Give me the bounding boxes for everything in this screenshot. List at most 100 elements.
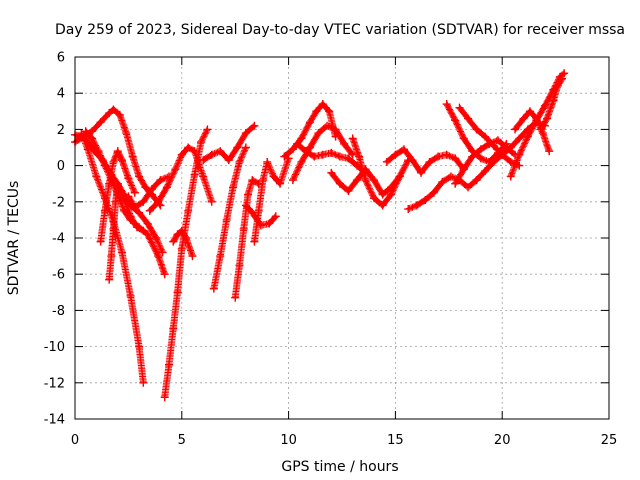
y-tick-label: 0 bbox=[57, 159, 65, 174]
data-point bbox=[506, 143, 515, 152]
data-point bbox=[340, 139, 349, 148]
data-point bbox=[549, 96, 558, 105]
data-point bbox=[314, 129, 323, 138]
data-point bbox=[117, 156, 126, 165]
data-point bbox=[105, 179, 114, 188]
data-point bbox=[184, 206, 193, 215]
data-point bbox=[511, 125, 520, 134]
data-point bbox=[489, 141, 498, 150]
data-point bbox=[498, 150, 507, 159]
data-point bbox=[536, 125, 545, 134]
data-point bbox=[451, 116, 460, 125]
data-point bbox=[464, 114, 473, 123]
data-point bbox=[378, 190, 387, 199]
data-point bbox=[254, 206, 263, 215]
data-point bbox=[109, 105, 118, 114]
data-point bbox=[472, 176, 481, 185]
series-arc-6 bbox=[105, 179, 148, 284]
data-point bbox=[250, 237, 259, 246]
data-point bbox=[344, 186, 353, 195]
data-point bbox=[231, 293, 240, 302]
data-point bbox=[417, 168, 426, 177]
data-point bbox=[171, 165, 180, 174]
y-axis-label: SDTVAR / TECUs bbox=[6, 181, 22, 296]
y-tick-label: -4 bbox=[52, 232, 65, 247]
data-point bbox=[139, 197, 148, 206]
data-point bbox=[288, 176, 297, 185]
data-point bbox=[160, 393, 169, 402]
y-tick-label: 6 bbox=[57, 51, 65, 66]
data-point bbox=[244, 190, 253, 199]
y-tick-label: -12 bbox=[44, 376, 65, 391]
data-point bbox=[404, 205, 413, 214]
data-point bbox=[545, 147, 554, 156]
data-point bbox=[154, 197, 163, 206]
data-point bbox=[207, 197, 216, 206]
series-arc-17 bbox=[288, 121, 357, 185]
series-arc-15 bbox=[250, 154, 293, 246]
data-point bbox=[387, 190, 396, 199]
tick-layer: -14 -12 -10 -8 -6 -4 -2 0 2 4 6 0 5 10 15 20 25 bbox=[44, 51, 618, 449]
data-point bbox=[335, 179, 344, 188]
data-point bbox=[532, 114, 541, 123]
data-point bbox=[481, 132, 490, 141]
x-tick-label: 5 bbox=[178, 433, 186, 448]
data-point bbox=[94, 147, 103, 156]
data-point bbox=[100, 161, 109, 170]
data-point bbox=[344, 154, 353, 163]
data-point bbox=[177, 226, 186, 235]
data-point bbox=[173, 230, 182, 239]
data-point bbox=[421, 195, 430, 204]
data-point bbox=[459, 134, 468, 143]
data-point bbox=[160, 270, 169, 279]
data-point bbox=[323, 121, 332, 130]
data-point bbox=[241, 129, 250, 138]
data-point bbox=[169, 324, 178, 333]
data-point bbox=[560, 69, 569, 78]
data-point bbox=[310, 152, 319, 161]
data-point bbox=[370, 194, 379, 203]
y-tick-label: -2 bbox=[52, 195, 65, 210]
data-point bbox=[209, 284, 218, 293]
y-tick-label: 4 bbox=[57, 87, 65, 102]
data-point bbox=[442, 150, 451, 159]
data-point bbox=[305, 118, 314, 127]
data-point bbox=[331, 125, 340, 134]
data-point bbox=[425, 157, 434, 166]
data-point bbox=[434, 152, 443, 161]
data-point bbox=[258, 176, 267, 185]
data-point bbox=[147, 185, 156, 194]
data-point bbox=[412, 201, 421, 210]
data-point bbox=[111, 197, 120, 206]
data-point bbox=[297, 134, 306, 143]
data-point bbox=[152, 234, 161, 242]
data-point bbox=[455, 103, 464, 112]
data-point bbox=[558, 74, 567, 83]
data-point bbox=[188, 252, 197, 261]
data-point bbox=[464, 183, 473, 192]
data-point bbox=[276, 179, 285, 188]
data-point bbox=[293, 139, 302, 148]
data-point bbox=[83, 145, 92, 154]
data-point bbox=[361, 176, 370, 185]
series-arc-8 bbox=[160, 125, 212, 402]
data-point bbox=[96, 118, 105, 127]
data-point bbox=[199, 156, 208, 165]
data-point bbox=[263, 157, 272, 166]
data-point bbox=[128, 152, 137, 161]
data-point bbox=[442, 100, 451, 109]
data-point bbox=[233, 143, 242, 152]
data-point bbox=[169, 237, 178, 246]
y-tick-label: -14 bbox=[44, 413, 65, 428]
data-point bbox=[173, 288, 182, 297]
series-arc-9 bbox=[145, 143, 216, 215]
data-point bbox=[519, 114, 528, 123]
data-point bbox=[305, 143, 314, 152]
data-point bbox=[154, 252, 163, 261]
y-tick-label: -8 bbox=[52, 304, 65, 319]
data-point bbox=[177, 150, 186, 159]
data-point bbox=[130, 188, 139, 197]
data-point bbox=[506, 172, 515, 181]
series-arc-11 bbox=[199, 121, 259, 165]
